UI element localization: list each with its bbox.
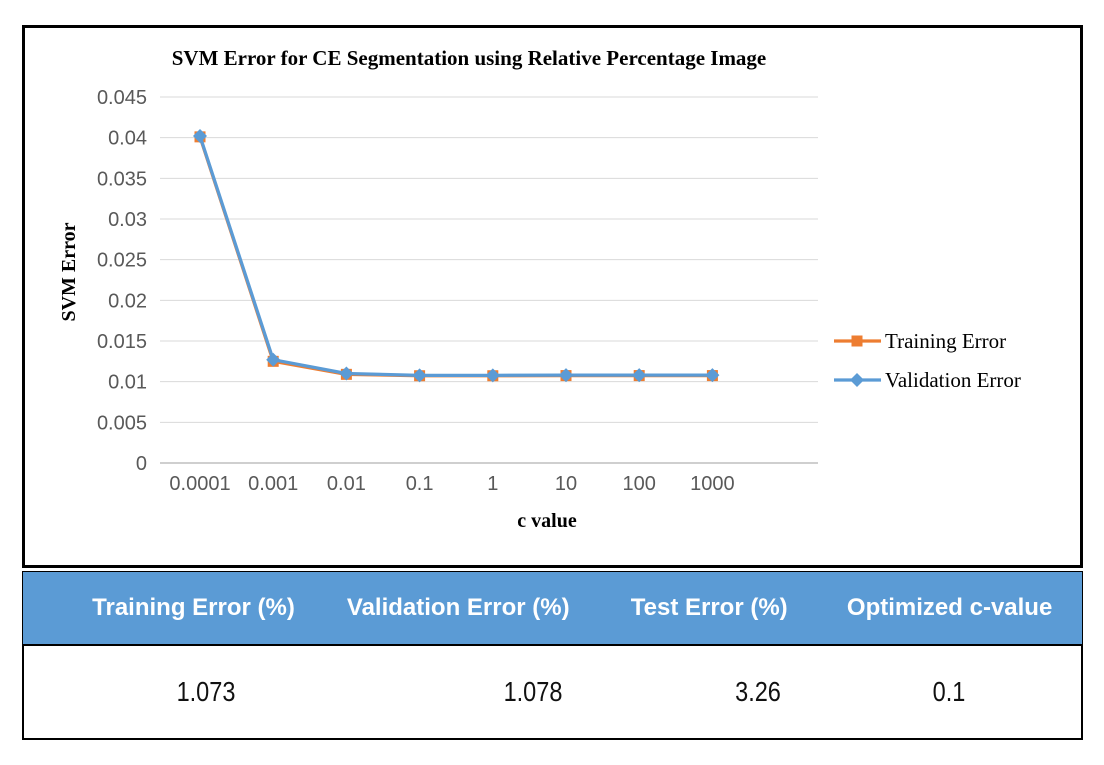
series-layer: [193, 129, 720, 383]
y-tick-label: 0.03: [108, 209, 147, 231]
y-tick-label: 0.015: [97, 331, 147, 353]
y-tick-label: 0.025: [97, 250, 147, 272]
legend-item: Training Error: [834, 329, 1006, 353]
legend: Training Error Validation Error: [834, 329, 1021, 392]
data-point-diamond-marker: [705, 368, 720, 383]
data-point-diamond-marker: [632, 368, 647, 383]
data-point-diamond-marker: [266, 352, 281, 367]
x-tick-label: 10: [555, 473, 577, 495]
header-training-error: Training Error (%): [92, 594, 295, 621]
data-point-diamond-marker: [485, 368, 500, 383]
x-tick-label: 1: [487, 473, 498, 495]
y-tick-label: 0.01: [108, 372, 147, 394]
series-line-square: [198, 136, 713, 378]
value-optimized-c-value: 0.1: [932, 676, 966, 707]
value-test-error: 3.26: [734, 676, 781, 707]
value-validation-error: 1.078: [504, 676, 563, 707]
legend-square-marker: [851, 335, 863, 347]
y-tick-label: 0: [136, 453, 147, 475]
data-point-diamond-marker: [193, 129, 207, 144]
y-tick-label: 0.045: [97, 87, 147, 109]
series-line-diamond: [198, 135, 713, 377]
summary-table-row: 1.073 1.078 3.26 0.1: [22, 645, 1083, 740]
data-point-diamond-marker: [412, 368, 427, 383]
x-axis-title: c value: [517, 510, 577, 532]
legend-label: Training Error: [885, 329, 1006, 353]
header-validation-error: Validation Error (%): [346, 594, 570, 621]
y-tick-label: 0.04: [108, 128, 147, 150]
svm-error-line-chart: 0 0.005 0.01 0.015 0.02 0.025 0.03 0.035 0.04 0.0…: [58, 46, 1021, 532]
x-tick-label: 0.001: [248, 473, 298, 495]
header-test-error: Test Error (%): [630, 594, 788, 621]
header-optimized-c-value: Optimized c-value: [846, 594, 1053, 621]
grid-layer: [160, 96, 818, 464]
legend-diamond-marker: [850, 373, 864, 387]
data-point-diamond-marker: [559, 368, 573, 383]
value-training-error: 1.073: [176, 676, 236, 707]
y-tick-label: 0.005: [97, 412, 147, 434]
x-tick-label: 0.01: [327, 473, 366, 495]
x-tick-label: 1000: [690, 473, 735, 495]
y-axis-title: SVM Error: [58, 222, 80, 321]
data-point-diamond-marker: [339, 366, 354, 381]
chart-title: SVM Error for CE Segmentation using Rela…: [172, 46, 767, 70]
tick-label-layer: 0 0.005 0.01 0.015 0.02 0.025 0.03 0.035 0.04 0.0…: [97, 87, 735, 495]
legend-label: Validation Error: [885, 368, 1021, 392]
summary-table-header: Training Error (%) Validation Error (%) …: [22, 571, 1083, 645]
y-tick-label: 0.02: [108, 290, 147, 312]
x-tick-label: 0.0001: [169, 473, 230, 495]
x-tick-label: 100: [623, 473, 656, 495]
y-tick-label: 0.035: [97, 168, 147, 190]
chart-panel: 0 0.005 0.01 0.015 0.02 0.025 0.03 0.035 0.04 0.0…: [22, 25, 1083, 568]
x-tick-label: 0.1: [406, 473, 434, 495]
legend-item: Validation Error: [834, 368, 1021, 392]
